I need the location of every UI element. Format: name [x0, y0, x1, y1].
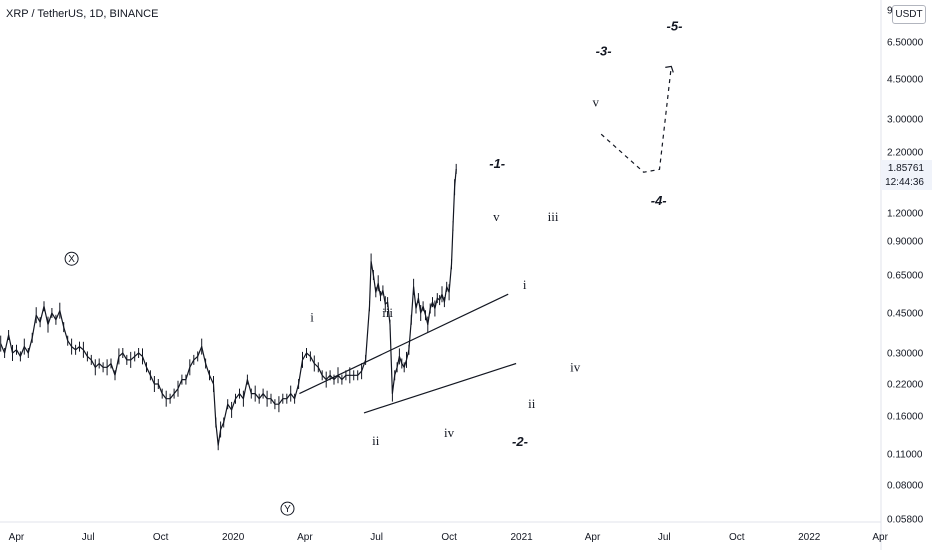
- wave-label: -2-: [512, 434, 528, 449]
- time-axis[interactable]: Apr Jul Oct 2020 Apr Jul Oct 2021 Apr Jul Oct 2022 A…: [9, 532, 889, 543]
- time-tick-label: Apr: [9, 532, 25, 543]
- price-tick-label: 0.30000: [887, 349, 924, 360]
- time-tick-label: Oct: [729, 532, 745, 543]
- wave-label: X: [68, 254, 75, 265]
- price-tick-label: 0.05800: [887, 515, 924, 526]
- channel-line: [363, 362, 517, 414]
- price-tick-label: 0.65000: [887, 271, 924, 282]
- channel-line: [299, 293, 509, 395]
- wave-label: Y: [284, 504, 291, 515]
- wave-label: ii: [528, 396, 536, 411]
- price-tick-label: 0.11000: [887, 450, 923, 461]
- price-axis[interactable]: 9.000006.500004.500003.000002.200001.200…: [887, 6, 924, 526]
- wave-label: i: [310, 310, 314, 325]
- last-price-value: 1.85761: [887, 163, 924, 174]
- price-tick-label: 2.20000: [887, 148, 924, 159]
- time-tick-label: 2020: [222, 532, 245, 543]
- price-tick-label: 0.45000: [887, 309, 924, 320]
- wave-label: v: [493, 209, 500, 224]
- price-tick-label: 6.50000: [887, 38, 924, 49]
- wave-label: -5-: [667, 19, 683, 34]
- price-tick-label: 0.16000: [887, 412, 924, 423]
- wave-circle: [64, 251, 79, 266]
- price-tick-label: 3.00000: [887, 115, 924, 126]
- time-tick-label: 2021: [510, 532, 533, 543]
- wave-label: iv: [570, 359, 581, 374]
- wave-label: ii: [372, 433, 380, 448]
- last-price-tag: 1.85761 12:44:36: [881, 160, 932, 190]
- price-tick-label: 4.50000: [887, 75, 924, 86]
- time-tick-label: Oct: [153, 532, 169, 543]
- time-tick-label: Jul: [82, 532, 95, 543]
- wave-label: i: [523, 277, 527, 292]
- currency-selector[interactable]: USDT: [892, 5, 926, 24]
- time-tick-label: Apr: [297, 532, 313, 543]
- wave-label: -1-: [489, 156, 505, 171]
- price-tick-label: 0.08000: [887, 481, 924, 492]
- price-series: [0, 163, 457, 451]
- wave-circle: [280, 501, 295, 516]
- price-tick-label: 1.20000: [887, 209, 924, 220]
- projection-arrowhead: [665, 65, 674, 73]
- wave-label: iii: [382, 305, 393, 320]
- wave-label: -4-: [651, 193, 667, 208]
- price-tick-label: 0.90000: [887, 237, 924, 248]
- wave-label: -3-: [596, 44, 612, 59]
- time-tick-label: Oct: [441, 532, 457, 543]
- time-tick-label: Apr: [585, 532, 601, 543]
- wave-label: iv: [444, 425, 455, 440]
- wave-label: v: [592, 94, 599, 109]
- projection-line: [600, 66, 672, 173]
- projection-path: [600, 65, 674, 173]
- time-tick-label: 2022: [798, 532, 821, 543]
- time-tick-label: Jul: [658, 532, 671, 543]
- time-tick-label: Jul: [370, 532, 383, 543]
- wave-label: iii: [548, 209, 559, 224]
- bar-countdown: 12:44:36: [885, 177, 924, 188]
- price-tick-label: 0.22000: [887, 380, 924, 391]
- symbol-title: XRP / TetherUS, 1D, BINANCE: [6, 8, 159, 20]
- time-tick-label: Apr: [872, 532, 888, 543]
